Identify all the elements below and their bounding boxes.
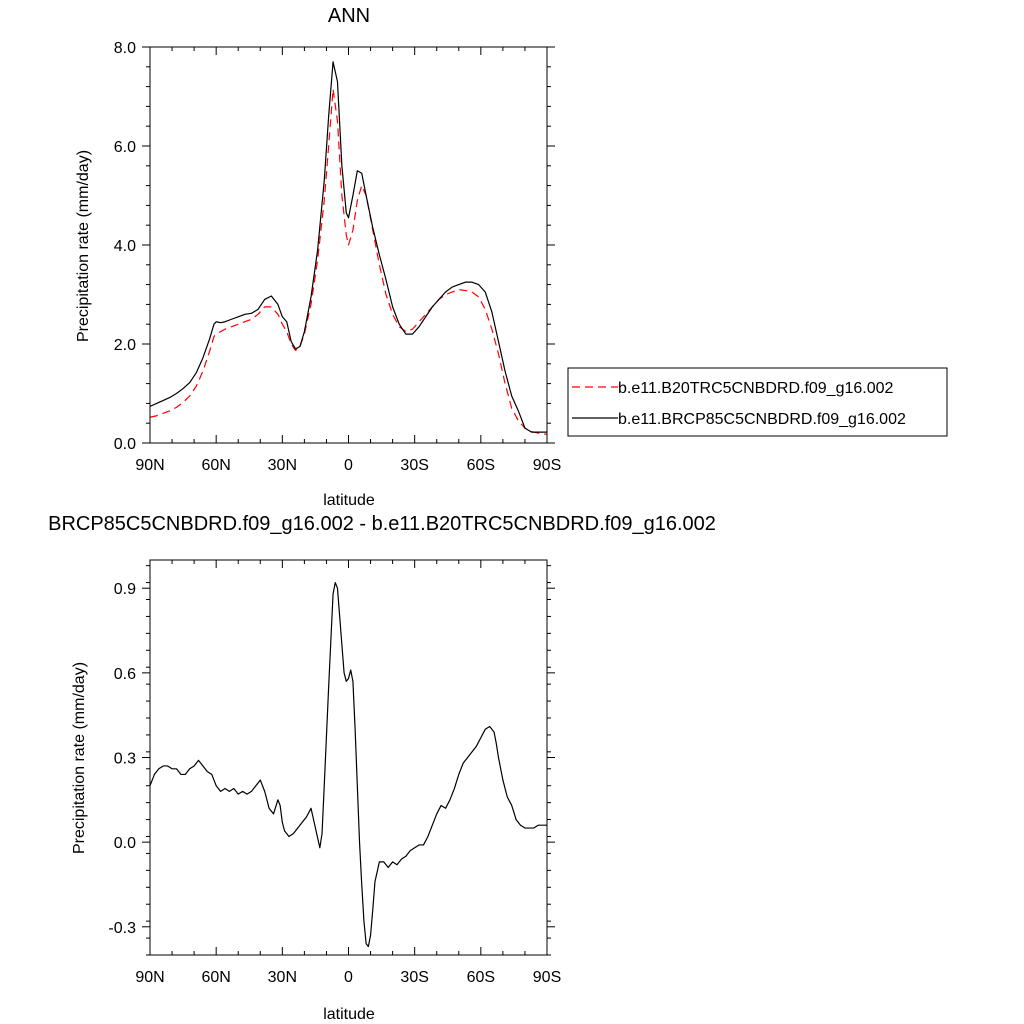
legend-label-historical: b.e11.B20TRC5CNBDRD.f09_g16.002 <box>618 380 894 397</box>
bottom-chart-ticks: 90N 60N 30N 0 30S 60S 90S -0.3 0.0 0.3 0.6 0.9 <box>108 560 561 986</box>
bottom-x-tick-label: 0 <box>344 969 353 986</box>
bottom-y-tick-label: 0.9 <box>114 581 136 598</box>
top-x-tick-label: 30N <box>268 457 297 474</box>
bottom-chart-xlabel: latitude <box>323 1006 375 1023</box>
top-x-tick-label: 30S <box>400 457 428 474</box>
top-x-tick-label: 0 <box>344 457 353 474</box>
legend-frame <box>567 367 948 437</box>
top-series-line-1 <box>149 61 547 433</box>
bottom-x-tick-label: 30S <box>400 969 428 986</box>
top-x-tick-label: 90N <box>135 457 164 474</box>
top-x-tick-label: 60N <box>201 457 230 474</box>
top-chart-legend: b.e11.B20TRC5CNBDRD.f09_g16.002 b.e11.BR… <box>567 367 948 437</box>
bottom-x-tick-label: 90S <box>533 969 561 986</box>
bottom-x-tick-label: 60N <box>201 969 230 986</box>
top-y-tick-label: 8.0 <box>114 40 136 57</box>
top-series-line-0 <box>149 88 547 435</box>
bottom-y-tick-label: 0.3 <box>114 751 136 768</box>
bottom-chart-ylabel: Precipitation rate (mm/day) <box>71 662 88 854</box>
bottom-y-tick-label: 0.6 <box>114 666 136 683</box>
top-y-tick-label: 4.0 <box>114 238 136 255</box>
bottom-chart-plot-frame <box>149 559 548 956</box>
top-y-tick-label: 0.0 <box>114 436 136 453</box>
top-chart-series-group <box>149 61 547 435</box>
top-chart-panel: ANN Precipitation rate (mm/day) latitude… <box>75 5 561 509</box>
bottom-y-tick-label: 0.0 <box>114 835 136 852</box>
top-chart-xlabel: latitude <box>323 492 375 509</box>
top-chart-plot-frame <box>149 46 548 444</box>
legend-label-rcp85: b.e11.BRCP85C5CNBDRD.f09_g16.002 <box>618 411 906 428</box>
bottom-series-line-0 <box>149 581 547 948</box>
top-chart-title: ANN <box>328 5 370 27</box>
bottom-x-tick-label: 90N <box>135 969 164 986</box>
top-x-tick-label: 60S <box>467 457 495 474</box>
bottom-chart-series-group <box>149 581 547 948</box>
top-y-tick-label: 6.0 <box>114 139 136 156</box>
top-x-tick-label: 90S <box>533 457 561 474</box>
bottom-x-tick-label: 60S <box>467 969 495 986</box>
top-y-tick-label: 2.0 <box>114 337 136 354</box>
bottom-chart-title: BRCP85C5CNBDRD.f09_g16.002 - b.e11.B20TR… <box>48 513 716 535</box>
bottom-chart-panel: BRCP85C5CNBDRD.f09_g16.002 - b.e11.B20TR… <box>48 513 716 1023</box>
top-chart-ylabel: Precipitation rate (mm/day) <box>75 150 92 342</box>
top-chart-ticks: 90N 60N 30N 0 30S 60S 90S 0.0 2.0 4.0 6.0 8.0 <box>114 40 561 474</box>
bottom-y-tick-label: -0.3 <box>108 920 136 937</box>
bottom-x-tick-label: 30N <box>268 969 297 986</box>
